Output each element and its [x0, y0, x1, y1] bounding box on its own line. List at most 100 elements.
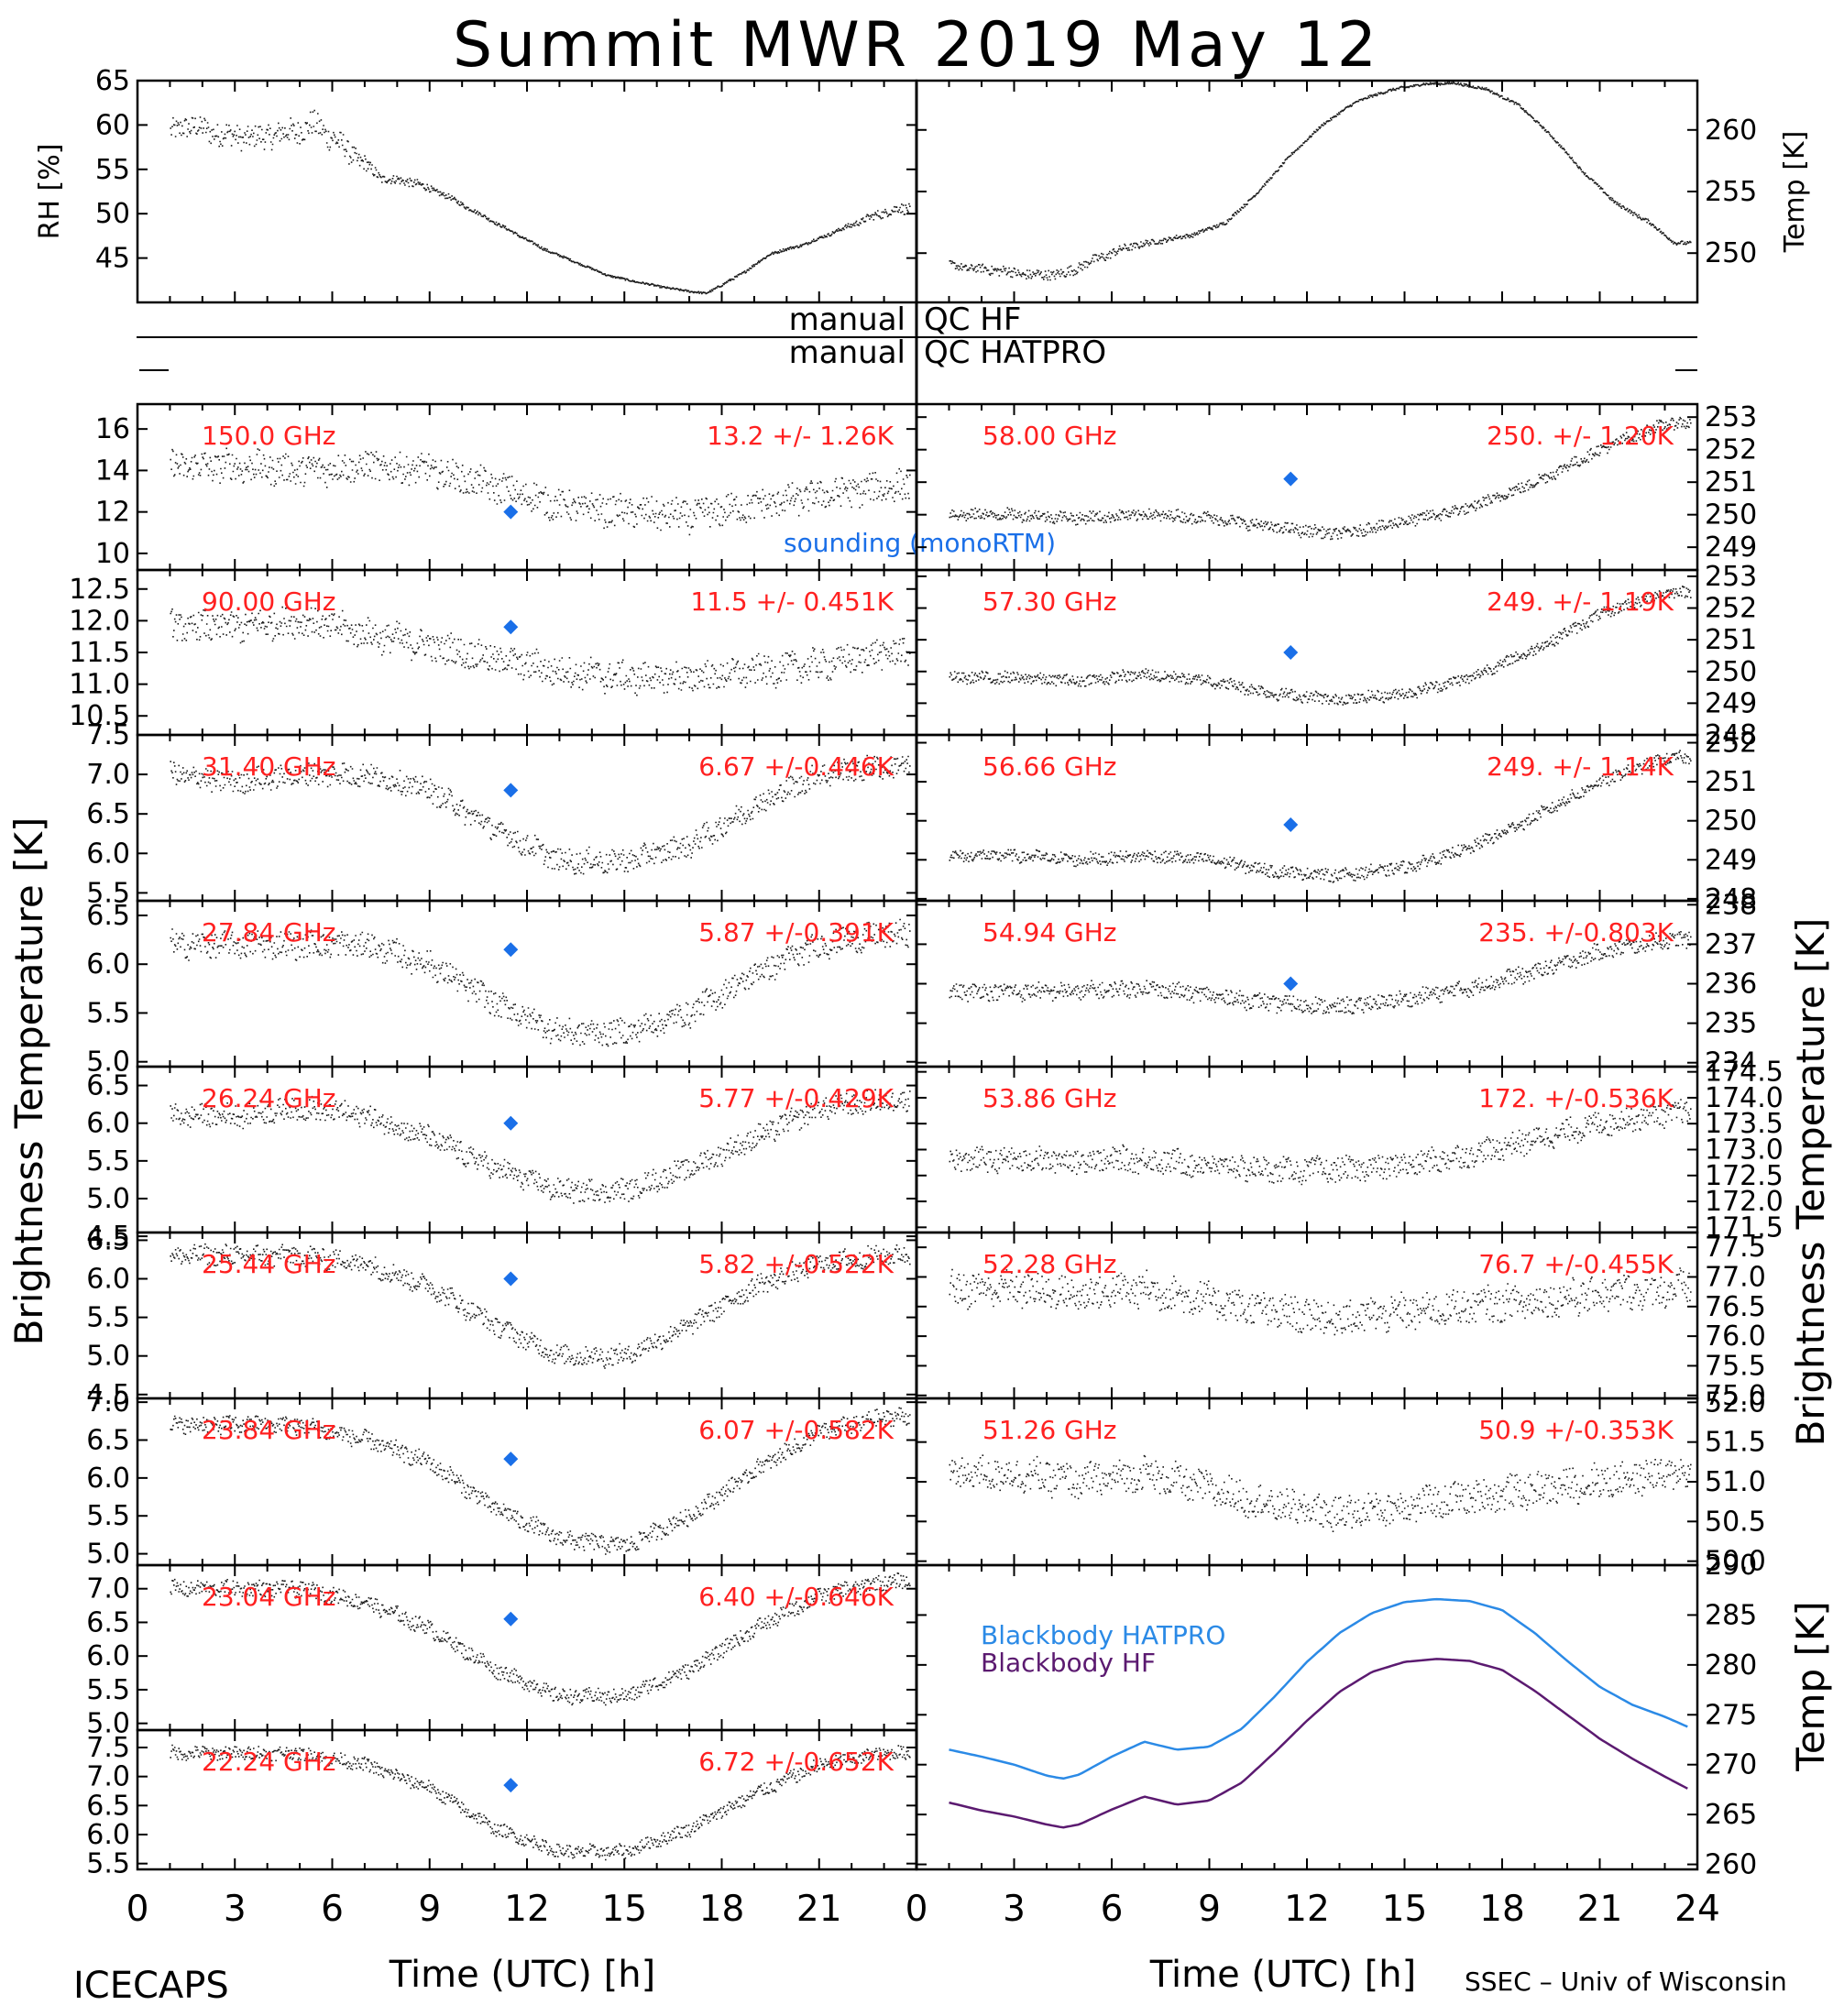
y-tick-label: 252 — [1705, 593, 1757, 625]
channel-label: 31.40 GHz — [202, 751, 336, 782]
y-tick-label: 260 — [1705, 1849, 1757, 1881]
channel-label: 23.84 GHz — [202, 1415, 336, 1445]
y-tick-label: 14 — [95, 455, 130, 487]
y-tick-label: 248 — [1705, 719, 1757, 751]
y-tick-label: 260 — [1705, 115, 1757, 147]
y-tick-label: 5.5 — [86, 1674, 130, 1706]
y-tick-label: 5.5 — [86, 1500, 130, 1532]
channel-stat: 5.87 +/-0.391K — [698, 917, 894, 948]
data-points — [170, 1243, 911, 1369]
panel-1500ghz: 10 12 14 16 150.0 GHz 13.2 +/- 1.26K sounding … — [95, 402, 1056, 572]
y-tick-label: 6.5 — [86, 1425, 130, 1457]
data-points — [949, 1267, 1692, 1336]
data-points — [170, 918, 911, 1047]
y-tick-label: 55 — [95, 154, 130, 186]
sounding-marker — [1283, 471, 1299, 487]
y-tick-label: 60 — [95, 109, 130, 141]
channel-stat: 235. +/-0.803K — [1478, 917, 1674, 948]
y-tick-label: 280 — [1705, 1649, 1757, 1682]
scatter-points — [949, 1267, 1692, 1336]
y-tick-label: 174.5 — [1705, 1057, 1784, 1089]
scatter-points — [170, 1089, 911, 1204]
y-tick-label: 250 — [1705, 237, 1757, 269]
y-tick-label: 251 — [1705, 766, 1757, 798]
data-points — [949, 81, 1692, 281]
y-tick-label: 75.5 — [1705, 1350, 1766, 1382]
y-tick-label: 5.0 — [86, 1341, 130, 1373]
y-tick-label: 248 — [1705, 883, 1757, 915]
right-xlabel: Time (UTC) [h] — [1149, 1954, 1416, 1996]
left-ylabel: Brightness Temperature [K] — [6, 817, 51, 1346]
x-tick-label: 24 — [1674, 1889, 1720, 1930]
y-tick-label: 6.0 — [86, 948, 130, 981]
scatter-points — [170, 754, 911, 875]
y-tick-label: 253 — [1705, 561, 1757, 593]
y-tick-label: 5.5 — [86, 1302, 130, 1334]
channel-label: 27.84 GHz — [202, 917, 336, 948]
qc-hf-left-label: manual — [789, 301, 906, 338]
sounding-marker — [503, 619, 519, 635]
scatter-points — [949, 931, 1692, 1014]
y-tick-label: 12.5 — [69, 574, 130, 606]
panel-2624ghz: 4.5 5.0 5.5 6.0 6.5 26.24 GHz 5.77 +/-0.429K — [86, 1065, 918, 1253]
y-tick-label: 6.0 — [86, 1463, 130, 1495]
scatter-points — [170, 1243, 911, 1369]
footer-left: ICECAPS — [73, 1965, 229, 2007]
data-points — [949, 586, 1692, 706]
y-tick-label: 285 — [1705, 1599, 1757, 1631]
data-points — [949, 1099, 1692, 1186]
sounding-marker — [503, 1611, 519, 1627]
x-tick-label: 15 — [1382, 1889, 1428, 1930]
panel-5228ghz: 75.075.576.076.577.077.5 52.28 GHz 76.7 +/… — [915, 1231, 1766, 1412]
rh-panel: 45 50 55 60 65 RH [%] — [34, 65, 918, 304]
scatter-points — [949, 750, 1692, 883]
panel-2784ghz: 5.0 5.5 6.0 6.5 27.84 GHz 5.87 +/-0.391K — [86, 899, 918, 1079]
data-points — [170, 1407, 911, 1555]
scatter-points — [170, 1407, 911, 1555]
right-ylabel: Brightness Temperature [K] — [1788, 918, 1833, 1447]
y-tick-label: 251 — [1705, 624, 1757, 656]
y-tick-label: 50.0 — [1705, 1546, 1766, 1578]
y-tick-label: 249 — [1705, 844, 1757, 876]
y-tick-label: 234 — [1705, 1047, 1757, 1079]
y-tick-label: 250 — [1705, 656, 1757, 688]
y-tick-label: 5.5 — [86, 877, 130, 909]
y-tick-label: 270 — [1705, 1749, 1757, 1781]
y-tick-label: 10 — [95, 538, 130, 570]
x-tick-label: 3 — [224, 1889, 247, 1930]
panel-2224ghz: 5.56.06.57.07.5 22.24 GHz 6.72 +/-0.652K — [86, 1728, 918, 1880]
scatter-points — [949, 1099, 1692, 1186]
y-tick-label: 250 — [1705, 805, 1757, 838]
channel-stat: 76.7 +/-0.455K — [1478, 1249, 1674, 1279]
panel-2544ghz: 4.5 5.0 5.5 6.0 6.5 25.44 GHz 5.82 +/-0.522K — [86, 1224, 918, 1411]
y-tick-label: 4.5 — [86, 1379, 130, 1411]
y-tick-label: 237 — [1705, 928, 1757, 960]
y-tick-label: 16 — [95, 413, 130, 445]
channel-stat: 50.9 +/-0.353K — [1478, 1415, 1674, 1445]
x-tick-label: 0 — [126, 1889, 149, 1930]
data-points — [949, 750, 1692, 883]
y-tick-label: 75.0 — [1705, 1380, 1766, 1412]
panel-9000ghz: 10.511.011.512.012.5 90.00 GHz 11.5 +/- 0.… — [69, 568, 918, 737]
y-tick-label: 253 — [1705, 401, 1757, 433]
y-tick-label: 7.0 — [86, 759, 130, 791]
y-tick-label: 5.0 — [86, 1046, 130, 1079]
y-tick-label: 275 — [1705, 1699, 1757, 1731]
scatter-points — [170, 109, 911, 295]
channel-label: 25.44 GHz — [202, 1249, 336, 1279]
scatter-points — [170, 447, 911, 536]
y-tick-label: 265 — [1705, 1799, 1757, 1831]
channel-stat: 249. +/- 1.14K — [1487, 751, 1674, 782]
sounding-marker — [503, 1115, 519, 1131]
y-tick-label: 173.5 — [1705, 1108, 1784, 1140]
y-tick-label: 11.0 — [69, 669, 130, 701]
sounding-marker — [503, 504, 519, 520]
channel-stat: 5.82 +/-0.522K — [698, 1249, 894, 1279]
sounding-legend: sounding (monoRTM) — [784, 528, 1056, 558]
panel-2304ghz: 5.05.56.06.57.0 23.04 GHz 6.40 +/-0.646K — [86, 1563, 918, 1740]
data-points — [949, 1454, 1692, 1532]
y-tick-label: 11.5 — [69, 637, 130, 669]
